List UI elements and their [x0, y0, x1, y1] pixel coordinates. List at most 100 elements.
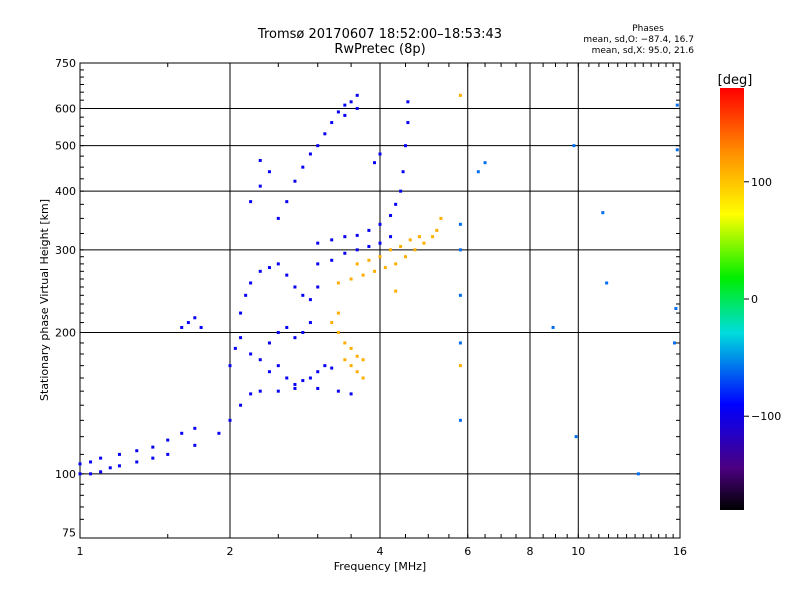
echo-point	[316, 386, 320, 390]
points-layer	[78, 93, 679, 476]
chart-subtitle: RwPretec (8p)	[334, 42, 425, 57]
echo-point	[389, 235, 393, 239]
echo-point	[330, 321, 334, 325]
echo-point	[249, 200, 253, 204]
echo-point	[399, 244, 403, 248]
echo-point	[239, 336, 243, 340]
echo-point	[458, 93, 462, 97]
chart-title: Tromsø 20170607 18:52:00–18:53:43	[257, 27, 502, 42]
echo-point	[435, 228, 439, 232]
echo-point	[458, 248, 462, 252]
echo-point	[383, 266, 387, 270]
x-tick-label: 6	[464, 545, 471, 558]
stats-x-mode: mean, sd,X: 95.0, 21.6	[592, 46, 695, 56]
echo-point	[117, 464, 121, 468]
echo-point	[355, 248, 359, 252]
echo-point	[406, 100, 410, 104]
echo-point	[301, 331, 305, 335]
echo-point	[422, 241, 426, 245]
x-tick-label: 10	[571, 545, 585, 558]
echo-point	[108, 466, 112, 470]
echo-point	[293, 336, 297, 340]
y-tick-label: 600	[55, 102, 76, 115]
grid-layer	[80, 63, 680, 538]
echo-point	[378, 152, 382, 156]
echo-point	[166, 452, 170, 456]
colorbar-label: [deg]	[718, 73, 753, 88]
echo-point	[186, 321, 190, 325]
echo-point	[355, 262, 359, 266]
echo-point	[89, 472, 93, 476]
echo-point	[151, 445, 155, 449]
y-tick-label: 300	[55, 244, 76, 257]
echo-point	[135, 449, 139, 453]
echo-point	[399, 189, 403, 193]
echo-point	[361, 273, 365, 277]
echo-point	[483, 161, 487, 165]
echo-point	[413, 248, 417, 252]
echo-point	[117, 452, 121, 456]
echo-point	[401, 170, 405, 174]
echo-point	[99, 470, 103, 474]
echo-point	[572, 144, 576, 148]
echo-point	[239, 311, 243, 315]
echo-point	[355, 354, 359, 358]
echo-point	[276, 216, 280, 220]
echo-point	[458, 418, 462, 422]
echo-point	[233, 346, 237, 350]
echo-point	[308, 376, 312, 380]
echo-point	[244, 293, 248, 297]
echo-point	[343, 358, 347, 362]
echo-point	[389, 214, 393, 218]
colorbar	[720, 88, 744, 510]
echo-point	[343, 235, 347, 239]
echo-point	[330, 238, 334, 242]
echo-point	[394, 202, 398, 206]
colorbar-tick-label: −100	[751, 410, 781, 423]
echo-point	[439, 216, 443, 220]
echo-point	[217, 431, 221, 435]
echo-point	[316, 285, 320, 289]
echo-point	[151, 456, 155, 460]
echo-point	[336, 281, 340, 285]
y-tick-label: 200	[55, 327, 76, 340]
echo-point	[267, 170, 271, 174]
stats-o-mode: mean, sd,O: −87.4, 16.7	[583, 35, 694, 45]
echo-point	[199, 325, 203, 329]
stats-heading: Phases	[632, 24, 664, 34]
y-tick-label: 750	[55, 57, 76, 70]
echo-point	[458, 341, 462, 345]
x-tick-label: 2	[227, 545, 234, 558]
y-tick-label: 500	[55, 140, 76, 153]
echo-point	[378, 241, 382, 245]
echo-point	[285, 325, 289, 329]
echo-point	[249, 392, 253, 396]
echo-point	[228, 364, 232, 368]
echo-point	[316, 262, 320, 266]
echo-point	[673, 341, 677, 345]
echo-point	[293, 386, 297, 390]
echo-point	[323, 364, 327, 368]
echo-point	[308, 321, 312, 325]
echo-point	[258, 158, 262, 162]
echo-point	[403, 144, 407, 148]
echo-point	[323, 132, 327, 136]
echo-point	[330, 258, 334, 262]
echo-point	[601, 211, 605, 215]
echo-point	[276, 331, 280, 335]
echo-point	[458, 222, 462, 226]
echo-point	[355, 93, 359, 97]
echo-point	[406, 121, 410, 125]
echo-point	[389, 248, 393, 252]
echo-point	[574, 435, 578, 439]
colorbar-tick-label: 100	[751, 176, 772, 189]
echo-point	[330, 121, 334, 125]
x-axis-label: Frequency [MHz]	[334, 560, 426, 573]
echo-point	[180, 325, 184, 329]
echo-point	[285, 273, 289, 277]
echo-point	[349, 392, 353, 396]
echo-point	[301, 165, 305, 169]
echo-point	[316, 241, 320, 245]
